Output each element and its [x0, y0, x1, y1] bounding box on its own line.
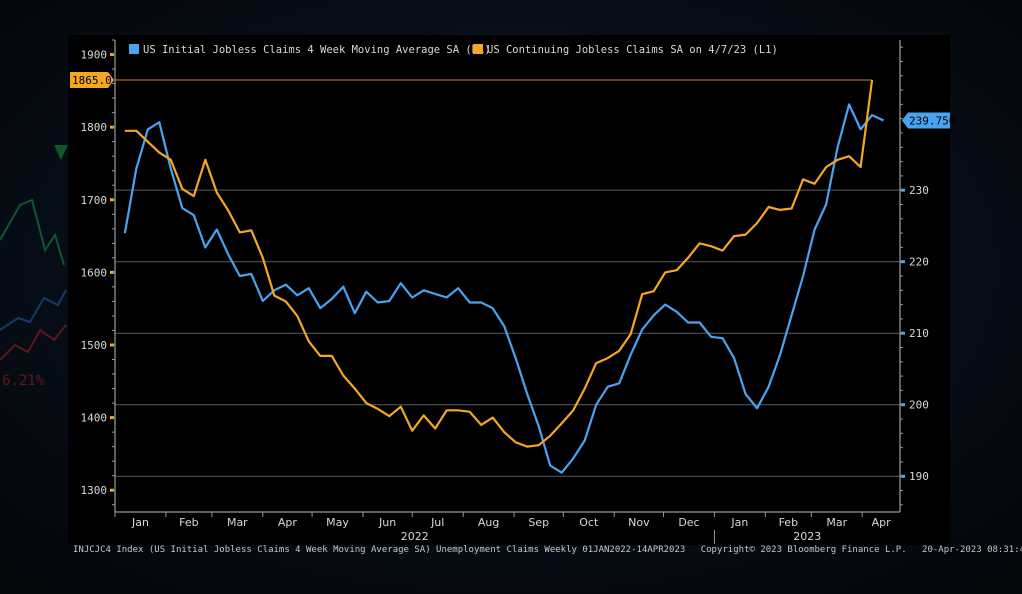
right-tick-label: 190	[909, 470, 929, 483]
x-month-label: Jan	[730, 516, 748, 529]
legend-swatch-2	[473, 44, 483, 54]
x-year-label: 2022	[401, 530, 429, 543]
blue-last-value-text: 239.750	[909, 114, 955, 127]
left-tick-label: 1300	[81, 484, 108, 497]
x-month-label: Nov	[628, 516, 650, 529]
background-ticker-text: 6.21%	[2, 373, 45, 389]
chart-grid	[115, 189, 900, 477]
x-month-label: Apr	[278, 516, 298, 529]
chart-lines	[123, 79, 885, 474]
footer-description: INJCJC4 Index (US Initial Jobless Claims…	[73, 545, 686, 555]
x-month-label: Sep	[528, 516, 549, 529]
x-year-label: 2023	[793, 530, 821, 543]
series-line-2	[124, 79, 874, 448]
x-month-label: Feb	[179, 516, 198, 529]
x-month-label: Mar	[227, 516, 248, 529]
legend-swatch-1	[129, 44, 139, 54]
left-tick-label: 1800	[81, 121, 108, 134]
right-tick-label: 210	[909, 327, 929, 340]
x-month-label: Mar	[826, 516, 847, 529]
x-month-label: Aug	[478, 516, 499, 529]
x-month-label: May	[326, 516, 349, 529]
left-tick-label: 1700	[81, 194, 108, 207]
orange-last-value-badge	[70, 71, 114, 88]
chart-legend: US Initial Jobless Claims 4 Week Moving …	[122, 40, 778, 60]
legend-label-1: US Initial Jobless Claims 4 Week Moving …	[143, 44, 491, 56]
right-tick-label: 220	[909, 256, 929, 269]
footer-timestamp: 20-Apr-2023 08:31:47	[922, 545, 1022, 555]
x-month-label: Jan	[131, 516, 149, 529]
blue-last-value-badge	[902, 112, 950, 129]
x-month-label: Dec	[678, 516, 699, 529]
x-month-label: Feb	[779, 516, 798, 529]
orange-last-value-text: 1865.0	[72, 74, 112, 87]
left-tick-label: 1600	[81, 266, 108, 279]
chart-footer: INJCJC4 Index (US Initial Jobless Claims…	[73, 545, 1022, 555]
chart-axes: 1300 1400 1500 1600 1700 1800 1900 190 200 210 220…	[81, 39, 929, 544]
x-month-label: Oct	[579, 516, 599, 529]
last-value-labels: 1865.0 239.750	[70, 71, 955, 129]
series-line-1	[123, 103, 885, 474]
footer-copyright: Copyright© 2023 Bloomberg Finance L.P.	[700, 545, 907, 555]
legend-label-2: US Continuing Jobless Claims SA on 4/7/2…	[487, 44, 778, 56]
legend-background	[122, 40, 760, 60]
right-tick-label: 200	[909, 399, 929, 412]
left-tick-label: 1400	[81, 412, 108, 425]
left-tick-label: 1500	[81, 339, 108, 352]
x-month-label: Jun	[378, 516, 396, 529]
x-month-label: Jul	[430, 516, 444, 529]
right-tick-label: 230	[909, 184, 929, 197]
x-month-label: Apr	[872, 516, 892, 529]
left-tick-label: 1900	[81, 49, 108, 62]
